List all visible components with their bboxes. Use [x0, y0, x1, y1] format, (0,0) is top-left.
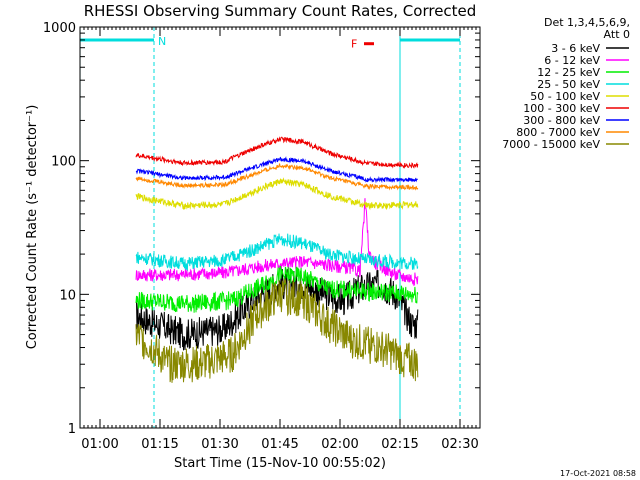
y-tick-label: 1: [68, 422, 76, 437]
y-tick-label: 10: [59, 288, 76, 303]
x-tick-label: 02:15: [381, 437, 418, 452]
x-tick-label: 02:00: [321, 437, 358, 452]
footer-timestamp: 17-Oct-2021 08:58: [560, 469, 636, 478]
x-tick-label: 01:00: [81, 437, 118, 452]
x-tick-label: 02:30: [441, 437, 478, 452]
x-tick-label: 01:30: [201, 437, 238, 452]
legend-label: 6 - 12 keV: [544, 54, 600, 67]
plot-frame: [79, 26, 481, 429]
y-axis-label: Corrected Count Rate (s⁻¹ detector⁻¹): [25, 105, 40, 350]
series-line: [135, 265, 419, 313]
chart-title: RHESSI Observing Summary Count Rates, Co…: [84, 2, 477, 20]
series-line: [135, 163, 419, 191]
series-line: [135, 278, 419, 383]
legend-label: 7000 - 15000 keV: [502, 138, 600, 151]
plot-series: [135, 136, 419, 383]
legend-label: 50 - 100 keV: [530, 90, 600, 103]
legend-label: 100 - 300 keV: [523, 102, 600, 115]
series-line: [135, 136, 419, 169]
legend-label: 3 - 6 keV: [551, 42, 600, 55]
x-tick-label: 01:15: [141, 437, 178, 452]
legend-label: 25 - 50 keV: [537, 78, 600, 91]
legend-label: 300 - 800 keV: [523, 114, 600, 127]
series-line: [135, 156, 418, 184]
flare-label: F: [351, 38, 357, 51]
series-line: [135, 177, 419, 211]
detector-info: Det 1,3,4,5,6,9,: [544, 16, 630, 29]
y-tick-label: 100: [51, 155, 76, 170]
y-tick-label: 1000: [43, 21, 76, 36]
series-line: [135, 233, 419, 272]
night-label: N: [158, 35, 166, 48]
x-tick-label: 01:45: [261, 437, 298, 452]
axis-ticks: 1 10 100 1000 01:00 01:15 01:30 01:45 02:00 02:15…: [43, 21, 481, 452]
detector-info: Att 0: [604, 28, 630, 41]
x-axis-label: Start Time (15-Nov-10 00:55:02): [174, 456, 386, 471]
legend-label: 800 - 7000 keV: [516, 126, 600, 139]
legend-label: 12 - 25 keV: [537, 66, 600, 79]
series-line: [135, 198, 419, 287]
